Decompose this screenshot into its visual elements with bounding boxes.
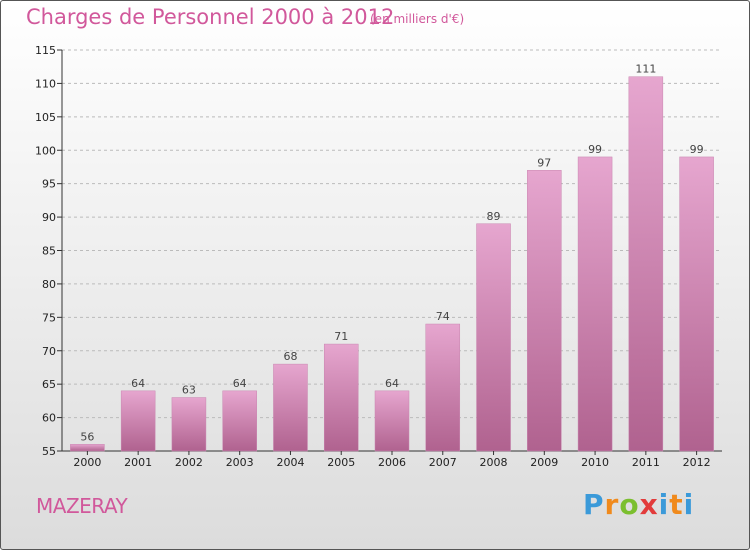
y-tick-label: 90 xyxy=(42,211,56,224)
x-tick-label: 2005 xyxy=(327,456,355,469)
x-tick-label: 2012 xyxy=(683,456,711,469)
bar xyxy=(476,223,511,452)
value-label: 74 xyxy=(436,310,450,323)
bar xyxy=(374,390,410,452)
y-tick-label: 105 xyxy=(35,111,56,124)
bar xyxy=(273,363,308,452)
proxiti-logo: Proxiti xyxy=(583,488,695,521)
y-tick-label: 85 xyxy=(42,245,56,258)
y-tick-label: 60 xyxy=(42,412,56,425)
x-tick-label: 2003 xyxy=(226,456,254,469)
value-label: 97 xyxy=(537,156,551,169)
value-label: 99 xyxy=(690,143,704,156)
y-tick-label: 70 xyxy=(42,345,56,358)
x-tick-label: 2004 xyxy=(276,456,304,469)
y-tick-label: 55 xyxy=(42,445,56,458)
value-label: 56 xyxy=(80,430,94,443)
value-label: 111 xyxy=(635,63,656,76)
bar xyxy=(171,397,207,452)
value-label: 64 xyxy=(131,377,145,390)
y-tick-label: 80 xyxy=(42,278,56,291)
value-label: 68 xyxy=(283,350,297,363)
value-label: 64 xyxy=(385,377,399,390)
x-tick-label: 2011 xyxy=(632,456,660,469)
value-label: 64 xyxy=(233,377,247,390)
bar xyxy=(222,390,257,452)
y-tick-label: 65 xyxy=(42,378,56,391)
bar xyxy=(70,444,105,452)
y-tick-label: 95 xyxy=(42,178,56,191)
x-tick-label: 2006 xyxy=(378,456,406,469)
y-tick-label: 75 xyxy=(42,311,56,324)
chart-subtitle: (en milliers d'€) xyxy=(370,12,465,26)
bar xyxy=(425,323,461,452)
value-label: 99 xyxy=(588,143,602,156)
bar xyxy=(628,76,664,452)
x-tick-label: 2007 xyxy=(429,456,457,469)
bar xyxy=(120,390,156,452)
bar xyxy=(679,156,714,452)
bar xyxy=(527,170,562,452)
x-tick-label: 2009 xyxy=(530,456,558,469)
x-tick-label: 2010 xyxy=(581,456,609,469)
y-tick-label: 110 xyxy=(35,77,56,90)
bar xyxy=(323,343,359,452)
y-tick-label: 115 xyxy=(35,44,56,57)
bar xyxy=(577,156,613,452)
value-label: 71 xyxy=(334,330,348,343)
x-tick-label: 2002 xyxy=(175,456,203,469)
chart-title: Charges de Personnel 2000 à 2012 xyxy=(26,5,395,29)
x-tick-label: 2000 xyxy=(73,456,101,469)
y-tick-label: 100 xyxy=(35,144,56,157)
value-label: 63 xyxy=(182,384,196,397)
x-tick-label: 2001 xyxy=(124,456,152,469)
commune-name: MAZERAY xyxy=(36,494,128,518)
x-tick-label: 2008 xyxy=(480,456,508,469)
value-label: 89 xyxy=(487,210,501,223)
